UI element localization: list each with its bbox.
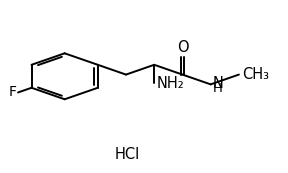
Text: NH₂: NH₂ <box>157 76 185 91</box>
Text: O: O <box>177 40 188 54</box>
Text: H: H <box>213 82 223 95</box>
Text: CH₃: CH₃ <box>242 67 269 82</box>
Text: HCl: HCl <box>114 147 140 162</box>
Text: N: N <box>213 75 224 90</box>
Text: F: F <box>9 85 17 99</box>
